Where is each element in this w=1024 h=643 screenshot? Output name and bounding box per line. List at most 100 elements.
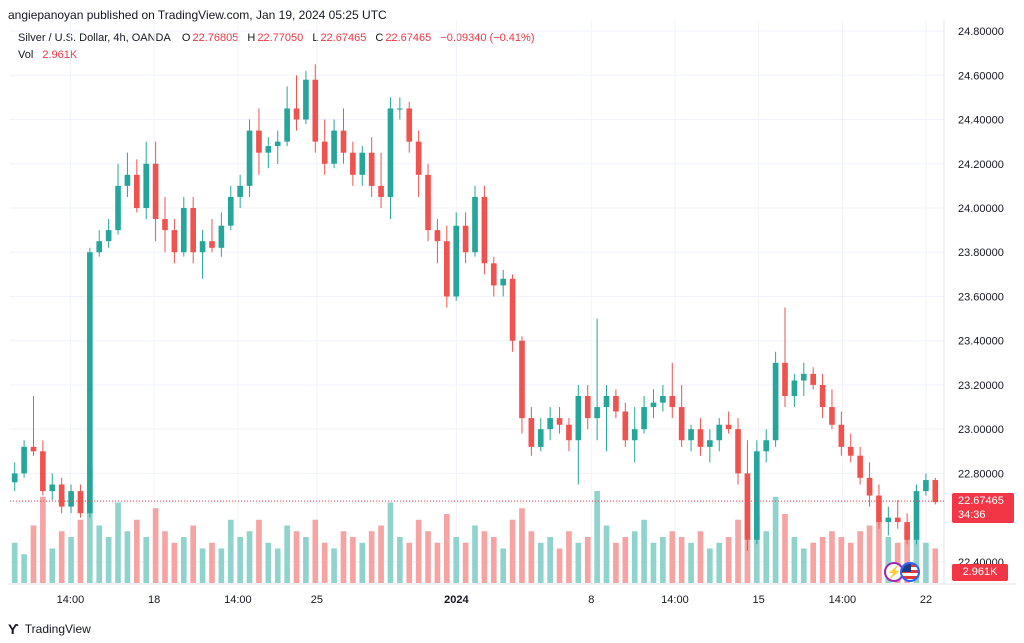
candle-body xyxy=(500,278,506,286)
volume-bar xyxy=(537,542,544,583)
symbol-name[interactable]: Silver / U.S. Dollar, 4h, OANDA xyxy=(18,32,171,44)
volume-bar xyxy=(462,542,469,583)
volume-bar xyxy=(631,531,638,583)
candle-body xyxy=(829,407,835,425)
candle-body xyxy=(791,380,798,396)
price-tick-label: 22.80000 xyxy=(958,468,1004,480)
candle-body xyxy=(800,373,807,381)
publisher-line: angiepanoyan published on TradingView.co… xyxy=(8,8,387,22)
candle-body xyxy=(594,407,600,419)
volume-bar xyxy=(105,537,112,583)
candle-body xyxy=(359,152,366,175)
volume-bar xyxy=(519,508,525,583)
open-label: O xyxy=(181,32,191,44)
candle-body xyxy=(293,108,300,120)
candle-body xyxy=(190,208,196,253)
volume-bar xyxy=(293,531,300,583)
volume-bar xyxy=(11,542,18,583)
candle-body xyxy=(866,477,873,496)
candle-body xyxy=(810,373,816,385)
candle-body xyxy=(331,130,337,164)
candle-body xyxy=(697,429,704,447)
volume-bar xyxy=(265,542,272,583)
volume-bar xyxy=(547,537,553,583)
candle-body xyxy=(21,446,27,474)
price-tick-label: 24.20000 xyxy=(958,159,1004,171)
candle-body xyxy=(303,79,309,120)
candle-body xyxy=(622,411,629,441)
candle-body xyxy=(425,174,431,231)
candle-body xyxy=(378,185,384,197)
volume-bar xyxy=(237,537,243,583)
volume-bar xyxy=(218,548,225,583)
volume-bar xyxy=(500,548,506,583)
volume-bar xyxy=(124,531,131,583)
tradingview-logo-icon: ϒ xyxy=(8,621,19,637)
volume-bar xyxy=(819,537,826,583)
volume-bar xyxy=(472,525,478,583)
volume-bar xyxy=(528,531,535,583)
volume-bar xyxy=(810,542,816,583)
candle-body xyxy=(509,278,516,341)
volume-bar xyxy=(782,514,788,583)
volume-bar xyxy=(556,548,563,583)
volume-bar xyxy=(143,537,150,583)
candle-body xyxy=(350,152,356,175)
vol-label[interactable]: Vol xyxy=(18,49,34,61)
candle-body xyxy=(152,163,159,220)
brand-name: TradingView xyxy=(24,622,91,636)
candle-body xyxy=(641,407,647,430)
candle-body xyxy=(847,446,854,456)
volume-bar xyxy=(96,525,103,583)
volume-bar xyxy=(180,537,187,583)
price-tick-label: 24.40000 xyxy=(958,115,1004,127)
price-axis: 24.80000 24.60000 24.40000 24.20000 24.00000… xyxy=(958,26,1004,569)
volume-bar xyxy=(453,537,460,583)
candle-body xyxy=(650,402,657,408)
footer-brand: ϒ TradingView xyxy=(8,621,91,637)
candle-body xyxy=(180,208,187,253)
volume-legend: Vol 2.961K xyxy=(18,49,79,61)
candle-body xyxy=(462,225,469,253)
grid xyxy=(10,20,944,584)
volume-bar xyxy=(754,514,760,583)
time-tick-label: 18 xyxy=(148,594,160,606)
time-tick-label: 14:00 xyxy=(224,594,252,606)
volume-bar xyxy=(162,531,168,583)
volume-bar xyxy=(688,542,694,583)
volume-bar xyxy=(772,496,779,583)
volume-bar xyxy=(641,519,647,583)
volume-bar xyxy=(857,531,863,583)
candle-body xyxy=(613,396,619,412)
high-label: H xyxy=(247,32,256,44)
vol-value: 2.961K xyxy=(42,49,78,61)
volume-bar xyxy=(303,537,309,583)
candle-body xyxy=(857,455,863,478)
volume-bar xyxy=(725,537,732,583)
volume-bar xyxy=(378,525,384,583)
candle-body xyxy=(368,152,375,186)
candle-body xyxy=(575,396,582,441)
volume-bar xyxy=(190,525,196,583)
us-flag-icon[interactable] xyxy=(900,562,920,582)
candle-body xyxy=(669,396,676,408)
candle-body xyxy=(312,79,319,142)
volume-bar xyxy=(415,519,422,583)
time-tick-label: 15 xyxy=(753,594,765,606)
volume-bar xyxy=(622,537,629,583)
candle-body xyxy=(387,108,394,197)
volume-bar xyxy=(40,496,46,583)
candle-body xyxy=(406,108,413,142)
price-tick-label: 23.80000 xyxy=(958,247,1004,259)
candle-body xyxy=(256,130,262,153)
candle-body xyxy=(171,230,178,253)
candle-body xyxy=(688,429,694,441)
candle-body xyxy=(321,141,328,164)
volume-bar xyxy=(613,542,619,583)
candle-body xyxy=(58,484,65,507)
volume-bar xyxy=(876,519,882,583)
candle-body xyxy=(162,219,168,231)
candle-body xyxy=(340,130,347,153)
candle-body xyxy=(453,225,460,297)
